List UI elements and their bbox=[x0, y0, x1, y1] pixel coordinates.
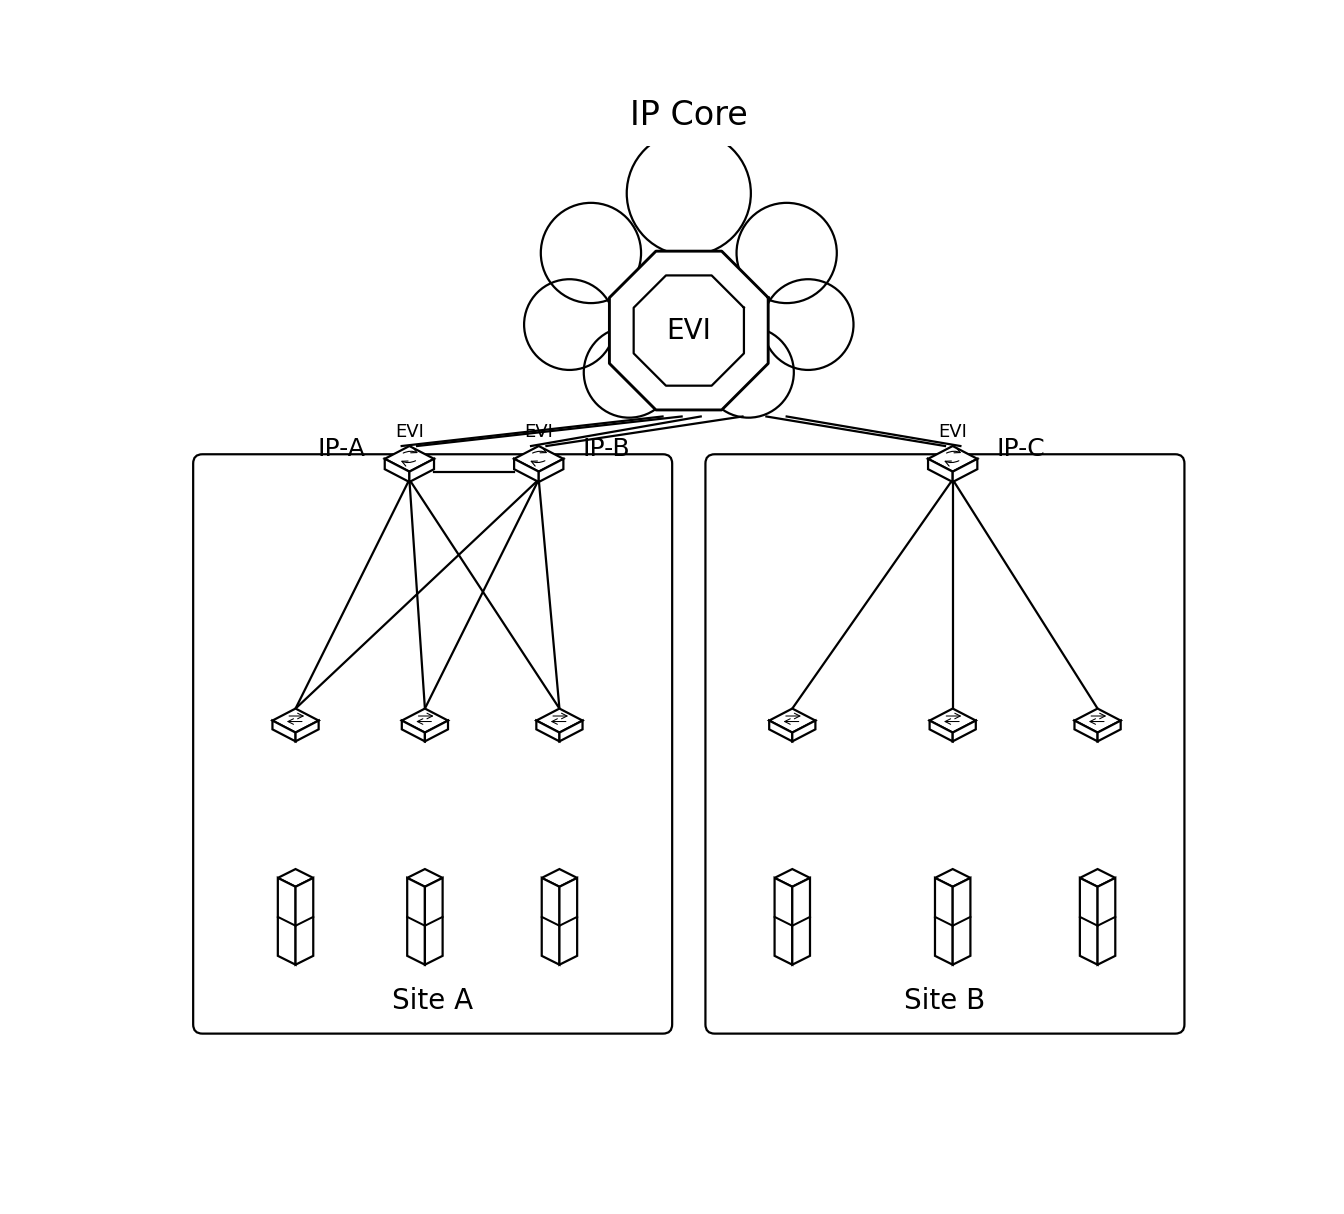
Circle shape bbox=[524, 279, 614, 370]
Polygon shape bbox=[953, 878, 970, 965]
Polygon shape bbox=[769, 709, 816, 732]
Polygon shape bbox=[1098, 721, 1121, 742]
Polygon shape bbox=[539, 459, 563, 482]
Circle shape bbox=[626, 131, 751, 255]
Polygon shape bbox=[278, 869, 313, 886]
Text: IP-B: IP-B bbox=[583, 437, 630, 461]
Polygon shape bbox=[542, 878, 559, 965]
Polygon shape bbox=[793, 721, 816, 742]
Polygon shape bbox=[407, 878, 425, 965]
Circle shape bbox=[558, 187, 820, 450]
Polygon shape bbox=[542, 869, 577, 886]
Polygon shape bbox=[1079, 869, 1116, 886]
Polygon shape bbox=[402, 709, 448, 732]
Polygon shape bbox=[609, 251, 769, 410]
Circle shape bbox=[737, 203, 837, 304]
Polygon shape bbox=[793, 878, 810, 965]
Polygon shape bbox=[425, 878, 442, 965]
Polygon shape bbox=[515, 459, 539, 482]
Polygon shape bbox=[273, 709, 319, 732]
Polygon shape bbox=[953, 721, 976, 742]
Text: Site A: Site A bbox=[392, 987, 473, 1015]
Polygon shape bbox=[559, 878, 577, 965]
Polygon shape bbox=[402, 721, 425, 742]
Polygon shape bbox=[774, 869, 810, 886]
Text: IP Core: IP Core bbox=[630, 100, 747, 132]
Polygon shape bbox=[1074, 709, 1121, 732]
Polygon shape bbox=[296, 878, 313, 965]
Circle shape bbox=[763, 279, 853, 370]
Polygon shape bbox=[273, 721, 296, 742]
Text: EVI: EVI bbox=[395, 424, 423, 442]
Text: IP-C: IP-C bbox=[997, 437, 1046, 461]
Polygon shape bbox=[935, 869, 970, 886]
Polygon shape bbox=[1098, 878, 1116, 965]
Polygon shape bbox=[930, 721, 953, 742]
Circle shape bbox=[540, 203, 641, 304]
Text: EVI: EVI bbox=[938, 424, 968, 442]
Polygon shape bbox=[633, 276, 745, 386]
Polygon shape bbox=[774, 878, 793, 965]
Text: IP-A: IP-A bbox=[317, 437, 366, 461]
Polygon shape bbox=[930, 709, 976, 732]
Polygon shape bbox=[1074, 721, 1098, 742]
Polygon shape bbox=[929, 459, 953, 482]
Polygon shape bbox=[769, 721, 793, 742]
Circle shape bbox=[583, 327, 675, 418]
Polygon shape bbox=[296, 721, 319, 742]
Text: EVI: EVI bbox=[667, 317, 711, 345]
Polygon shape bbox=[559, 721, 582, 742]
Polygon shape bbox=[410, 459, 434, 482]
Polygon shape bbox=[536, 721, 559, 742]
Polygon shape bbox=[536, 709, 582, 732]
Polygon shape bbox=[407, 869, 442, 886]
Polygon shape bbox=[384, 446, 434, 472]
Polygon shape bbox=[278, 878, 296, 965]
Polygon shape bbox=[929, 446, 977, 472]
Polygon shape bbox=[425, 721, 448, 742]
Polygon shape bbox=[1079, 878, 1098, 965]
Polygon shape bbox=[515, 446, 563, 472]
Text: EVI: EVI bbox=[524, 424, 554, 442]
Polygon shape bbox=[935, 878, 953, 965]
Circle shape bbox=[703, 327, 794, 418]
Polygon shape bbox=[953, 459, 977, 482]
Text: Site B: Site B bbox=[905, 987, 985, 1015]
Polygon shape bbox=[384, 459, 410, 482]
